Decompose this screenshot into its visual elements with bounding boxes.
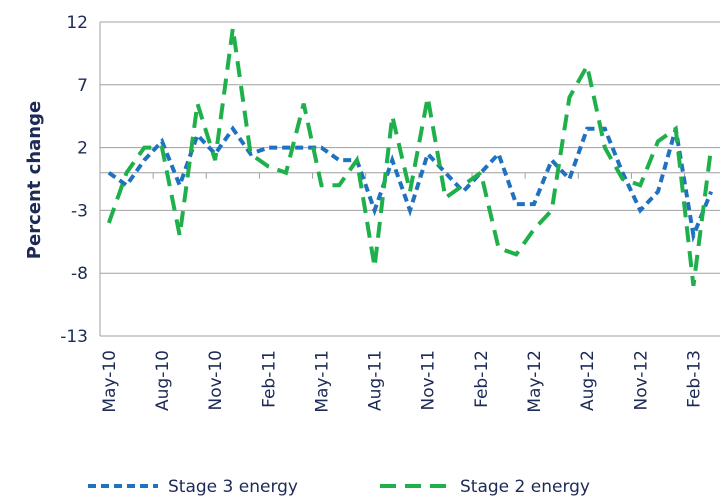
x-tick-label: Aug-10 (153, 350, 173, 411)
x-tick-label: Nov-11 (419, 350, 439, 411)
x-tick-label: Nov-10 (206, 350, 226, 411)
legend-label: Stage 3 energy (168, 477, 298, 497)
line-series (106, 28, 714, 287)
x-tick-label: May-10 (100, 350, 120, 413)
x-tick-label: Aug-11 (366, 350, 386, 411)
x-tick-label: May-11 (312, 350, 332, 413)
x-tick-label: Feb-13 (684, 350, 704, 408)
legend-label: Stage 2 energy (460, 477, 590, 497)
y-tick-label: 12 (66, 13, 88, 33)
x-tick-label: Feb-12 (472, 350, 492, 408)
line-series (107, 125, 713, 243)
x-tick-label: May-12 (525, 350, 545, 413)
y-tick-label: -3 (71, 201, 88, 221)
y-tick-label: 7 (77, 76, 88, 96)
y-tick-label: 2 (77, 139, 88, 159)
x-tick-label: Nov-12 (631, 350, 651, 411)
x-tick-label: Aug-12 (578, 350, 598, 411)
y-tick-label: -13 (60, 327, 88, 347)
y-axis-label: Percent change (24, 101, 45, 259)
y-tick-label: -8 (71, 264, 88, 284)
x-tick-label: Feb-11 (259, 350, 279, 408)
